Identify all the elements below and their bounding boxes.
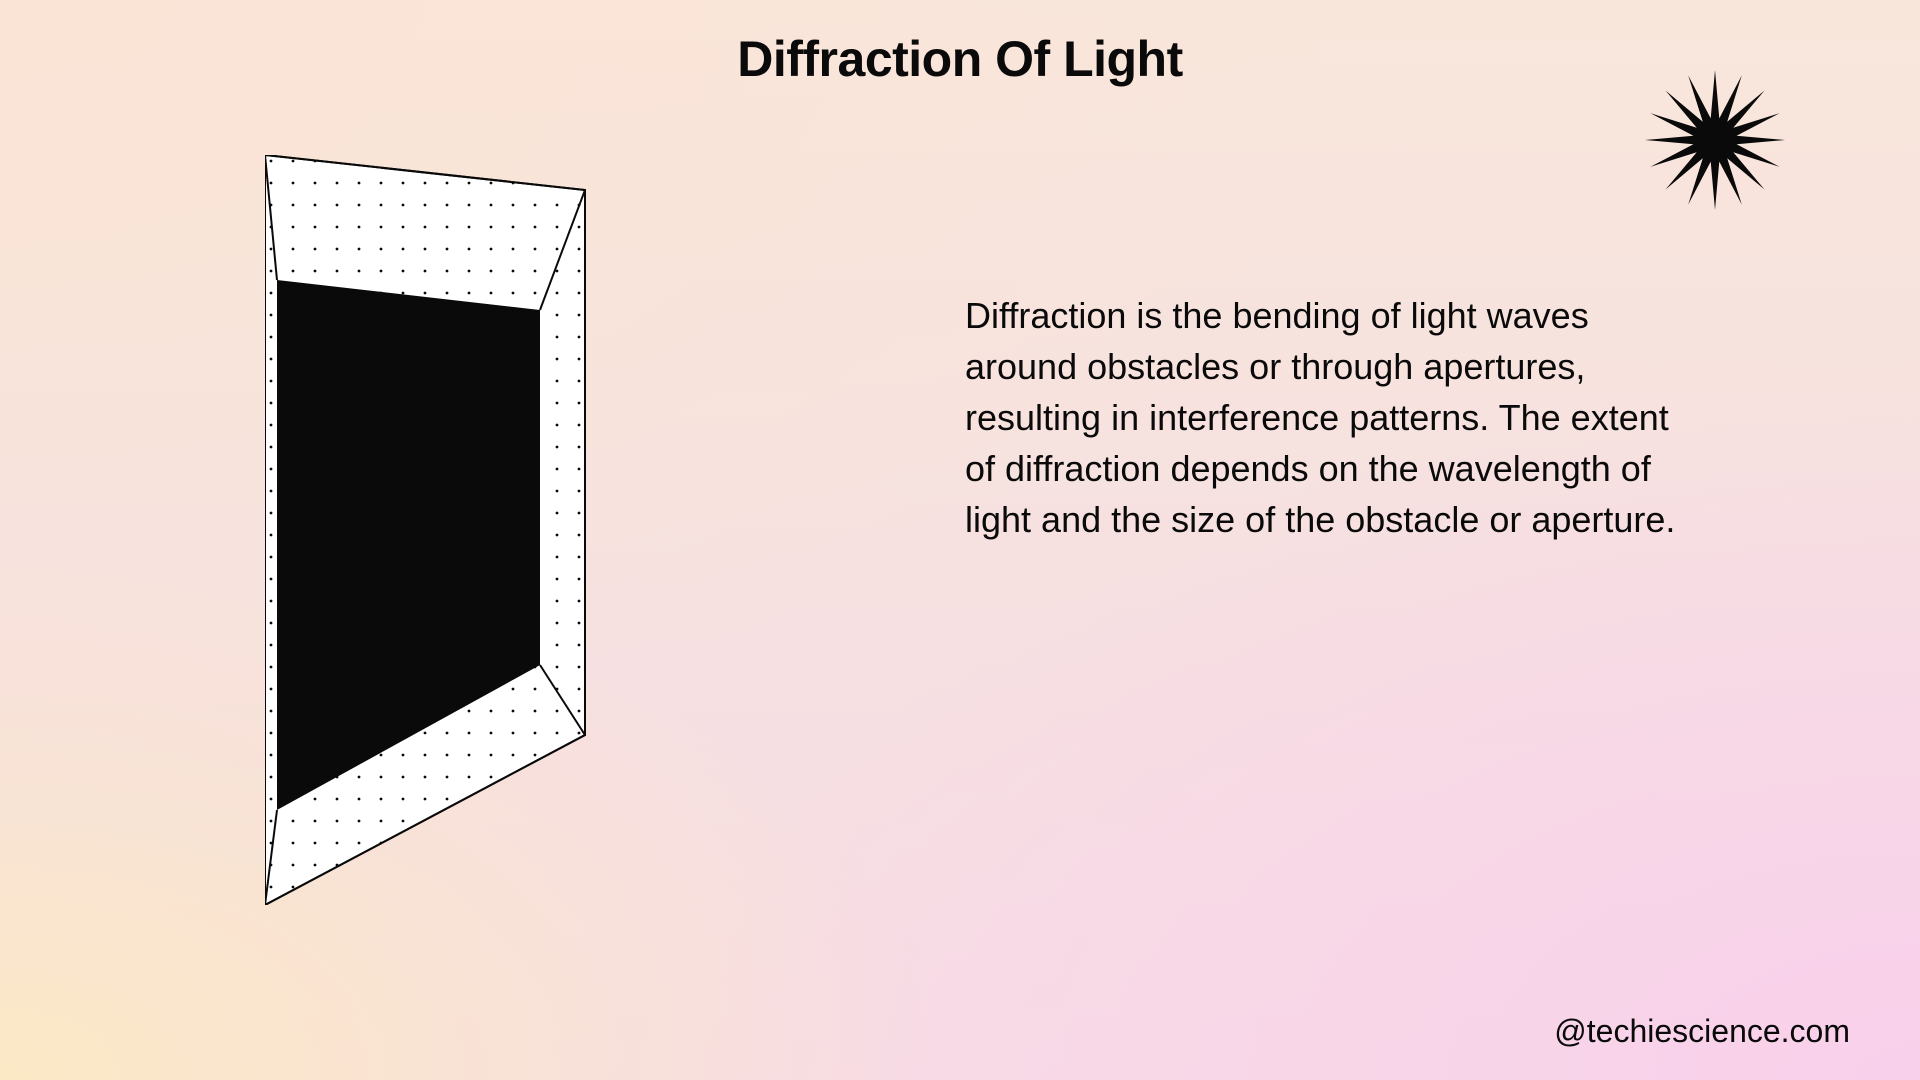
- slide-canvas: Diffraction Of Light Diffraction is the …: [0, 0, 1920, 1080]
- starburst-icon: [1640, 65, 1790, 215]
- body-text: Diffraction is the bending of light wave…: [965, 290, 1685, 546]
- attribution-text: @techiescience.com: [1554, 1013, 1850, 1050]
- aperture-diagram: [265, 155, 675, 905]
- page-title: Diffraction Of Light: [737, 30, 1183, 88]
